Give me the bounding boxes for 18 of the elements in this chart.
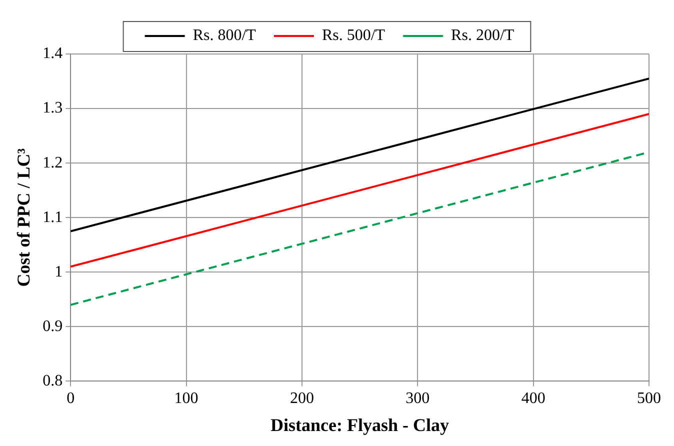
y-axis-title: Cost of PPC / LC³ — [13, 148, 34, 287]
legend-label: Rs. 500/T — [322, 27, 386, 44]
y-tick-label: 0.8 — [42, 372, 63, 390]
x-tick-label: 200 — [290, 390, 314, 408]
x-tick-label: 500 — [637, 390, 661, 408]
x-tick-label: 400 — [521, 390, 546, 408]
y-tick-label: 1 — [54, 263, 63, 280]
x-tick-label: 300 — [406, 390, 430, 408]
x-tick-label: 0 — [66, 390, 75, 408]
x-axis-title: Distance: Flyash - Clay — [270, 414, 450, 435]
y-tick-label: 1.2 — [42, 154, 63, 172]
y-tick-label: 1.3 — [42, 100, 63, 117]
legend-label: Rs. 800/T — [192, 27, 256, 44]
y-tick-label: 1.1 — [42, 208, 63, 226]
y-tick-label: 0.9 — [42, 318, 63, 335]
x-tick-label: 100 — [174, 390, 198, 408]
legend-label: Rs. 200/T — [451, 27, 514, 44]
y-tick-label: 1.4 — [42, 45, 63, 62]
